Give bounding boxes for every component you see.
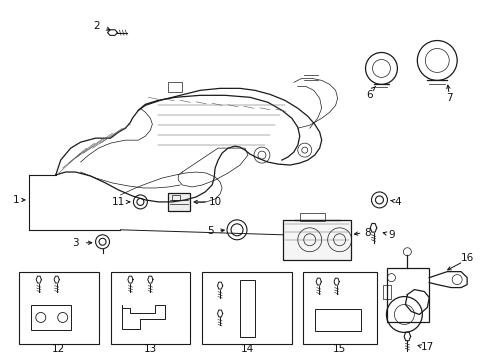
- Text: 13: 13: [144, 345, 157, 354]
- Bar: [168, 193, 190, 211]
- Text: 11: 11: [112, 197, 125, 207]
- Text: 6: 6: [366, 90, 373, 100]
- Text: 16: 16: [461, 253, 474, 263]
- Bar: [315, 310, 361, 332]
- Bar: [283, 220, 350, 260]
- Text: 4: 4: [394, 197, 401, 207]
- Bar: [388, 268, 429, 323]
- Text: 17: 17: [421, 342, 434, 352]
- Bar: [31, 305, 71, 330]
- Text: 1: 1: [13, 195, 19, 205]
- Text: 14: 14: [241, 345, 254, 354]
- Bar: [303, 272, 377, 345]
- Bar: [202, 272, 292, 345]
- Text: 15: 15: [333, 345, 346, 354]
- Text: 5: 5: [207, 226, 214, 236]
- Bar: [19, 272, 98, 345]
- Bar: [168, 82, 182, 92]
- Bar: [240, 280, 255, 337]
- Text: 2: 2: [93, 21, 100, 31]
- Text: 7: 7: [446, 93, 453, 103]
- Text: 8: 8: [364, 228, 371, 238]
- Bar: [384, 285, 392, 298]
- Text: 12: 12: [52, 345, 65, 354]
- Text: 10: 10: [209, 197, 221, 207]
- Bar: [172, 195, 180, 200]
- Text: 9: 9: [388, 230, 395, 240]
- Text: 3: 3: [73, 238, 79, 248]
- Bar: [300, 213, 325, 221]
- Bar: [111, 272, 190, 345]
